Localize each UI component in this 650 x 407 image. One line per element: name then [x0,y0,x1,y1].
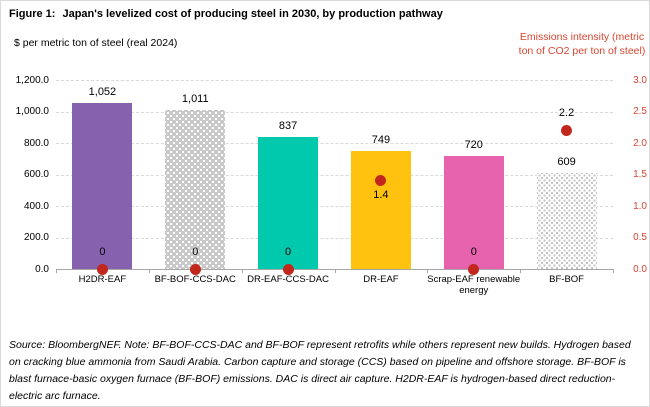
bar-value-label: 1,052 [88,86,117,99]
gridline [56,80,613,81]
bar-value-label: 837 [278,120,298,133]
x-axis-tick [334,269,336,273]
left-axis-title: $ per metric ton of steel (real 2024) [14,37,178,49]
x-axis-tick [56,269,57,273]
emissions-value-label: 0 [470,246,477,258]
right-axis-tick-label: 2.0 [633,137,647,149]
source-note: Source: BloombergNEF. Note: BF-BOF-CCS-D… [9,339,631,402]
emissions-value-label: 0 [285,246,292,258]
left-axis-tick-label: 0.0 [35,263,49,275]
x-axis-category-label: DR-EAF [363,274,399,285]
bar-value-label: 1,011 [181,92,209,105]
gridline [56,143,613,144]
bar-dr-eaf-ccs-dac [258,137,319,269]
gridline [56,111,613,113]
left-axis-tick-label: 200.0 [23,232,49,243]
x-axis-category-label: Scrap-EAF renewable energy [427,274,521,296]
right-axis-tick-label: 1.5 [633,169,647,180]
emissions-value-label: 0 [192,246,199,258]
figure-title-text: Japan's levelized cost of producing stee… [62,8,443,20]
emissions-dot [375,175,387,187]
bar-value-label: 720 [464,138,483,151]
gridline [56,237,613,239]
x-axis-tick [520,269,522,273]
x-axis-tick [427,269,429,273]
x-axis-category-label: DR-EAF-CCS-DAC [247,274,329,285]
bar-bf-bof [536,173,597,269]
bar-chart-plot-area: 0.0 0.0 200.0 0.5 400.0 1.0 600.0 1.5 800.0 2.0 1,… [1,75,649,305]
emissions-value-label: 0 [99,246,106,258]
emissions-dot [561,124,573,136]
bar-value-label: 749 [371,134,391,147]
x-axis-category-label: H2DR-EAF [78,274,127,285]
gridline [56,206,613,207]
bar-scrap-eaf-renewable-energy [443,155,504,269]
x-axis-tick [241,269,243,273]
left-axis-tick-label: 600.0 [23,169,49,180]
emissions-dot [96,263,108,275]
bar-dr-eaf [350,151,411,269]
left-axis-tick-label: 1,200.0 [15,74,49,86]
right-axis-tick-label: 3.0 [633,74,647,86]
right-axis-tick-label: 0.5 [633,232,647,243]
figure-number: Figure 1: [9,8,56,20]
right-axis-tick-label: 1.0 [633,200,647,212]
emissions-dot [468,263,480,275]
bar-h2dr-eaf [72,103,133,269]
right-axis-tick-label: 2.5 [633,106,647,117]
left-axis-tick-label: 400.0 [23,200,49,212]
emissions-value-label: 2.2 [558,107,575,120]
x-axis-tick [148,269,150,273]
left-axis-tick-label: 800.0 [23,137,49,149]
bar-bf-bof-ccs-dac [165,109,226,269]
emissions-dot [189,263,201,275]
emissions-value-label: 1.4 [373,188,389,201]
bar-value-label: 609 [557,156,576,169]
emissions-dot [282,263,294,275]
x-axis-category-label: BF-BOF [549,274,584,285]
x-axis-category-label: BF-BOF-CCS-DAC [154,274,236,285]
right-axis-tick-label: 0.0 [633,263,647,275]
left-axis-tick-label: 1,000.0 [15,106,49,117]
figure-title: Figure 1: Japan's levelized cost of produ… [9,8,443,20]
right-axis-title: Emissions intensity (metric ton of CO2 p… [518,31,646,57]
gridline [56,174,613,176]
x-axis-tick [613,269,614,273]
